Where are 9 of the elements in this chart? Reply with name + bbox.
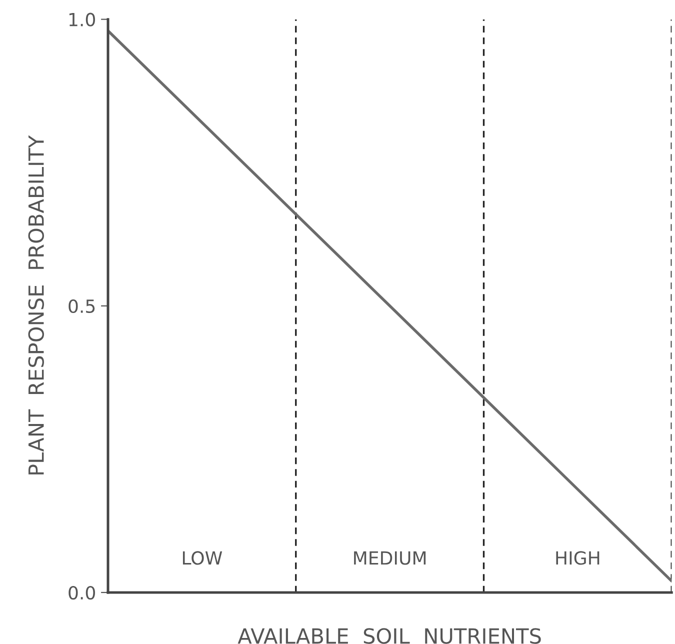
x-tick-label: LOW xyxy=(182,551,222,565)
y-tick-label: 0.0 xyxy=(68,586,95,600)
x-axis-title: AVAILABLE SOIL NUTRIENTS xyxy=(238,628,541,644)
x-tick-label: HIGH xyxy=(556,551,600,565)
y-tick-label: 0.5 xyxy=(68,299,95,314)
y-axis-title: PLANT RESPONSE PROBABILITY xyxy=(28,135,44,474)
y-tick-label: 1.0 xyxy=(69,12,95,26)
line-series xyxy=(108,29,672,582)
x-tick-label: MEDIUM xyxy=(354,551,426,565)
